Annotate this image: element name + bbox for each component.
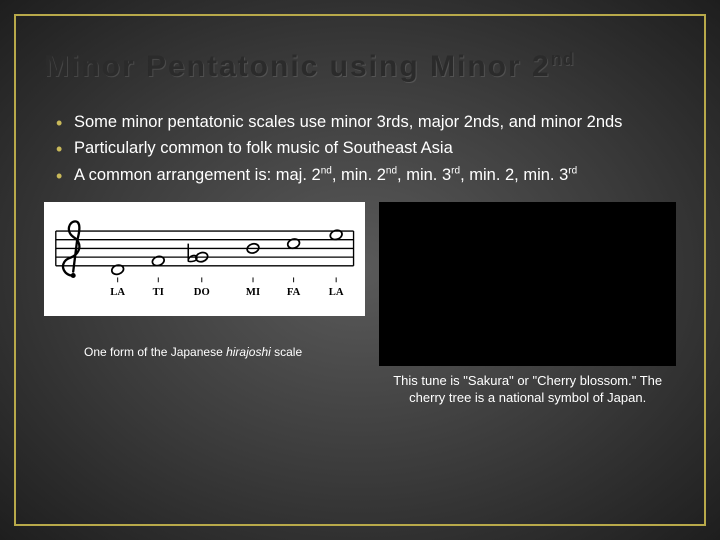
- slide-title: Minor Pentatonic using Minor 2nd: [44, 50, 676, 83]
- svg-text:MI: MI: [246, 287, 260, 298]
- video-placeholder[interactable]: [379, 202, 676, 366]
- title-sup: nd: [551, 49, 575, 69]
- bullet-text: A common arrangement is: maj. 2: [74, 166, 321, 184]
- bullet-item: A common arrangement is: maj. 2nd, min. …: [56, 164, 676, 186]
- bullet-item: Particularly common to folk music of Sou…: [56, 137, 676, 159]
- bullet-text: , min. 2: [332, 166, 386, 184]
- staff-svg: LA TI DO MI FA LA: [50, 210, 359, 312]
- svg-text:DO: DO: [194, 287, 210, 298]
- left-column: LA TI DO MI FA LA One form of the Japanese hi…: [44, 202, 365, 360]
- bullet-text: Some minor pentatonic scales use minor 3…: [74, 113, 622, 131]
- caption-text: One form of the Japanese: [84, 345, 226, 359]
- caption-text: scale: [271, 345, 302, 359]
- staff-caption: One form of the Japanese hirajoshi scale: [44, 344, 365, 360]
- bullet-sup: nd: [321, 165, 332, 176]
- right-column: This tune is "Sakura" or "Cherry blossom…: [379, 202, 676, 407]
- slide: Minor Pentatonic using Minor 2nd Some mi…: [0, 0, 720, 540]
- bullet-text: Particularly common to folk music of Sou…: [74, 139, 453, 157]
- bullet-sup: rd: [568, 165, 577, 176]
- bullet-text: , min. 3: [397, 166, 451, 184]
- bullet-text: , min. 2, min. 3: [460, 166, 568, 184]
- video-caption: This tune is "Sakura" or "Cherry blossom…: [379, 372, 676, 407]
- bullet-item: Some minor pentatonic scales use minor 3…: [56, 111, 676, 133]
- bullet-list: Some minor pentatonic scales use minor 3…: [44, 111, 676, 186]
- svg-text:TI: TI: [153, 287, 164, 298]
- content-row: LA TI DO MI FA LA One form of the Japanese hi…: [44, 202, 676, 407]
- svg-text:LA: LA: [329, 287, 344, 298]
- svg-text:LA: LA: [110, 287, 125, 298]
- bullet-sup: nd: [386, 165, 397, 176]
- title-text: Minor Pentatonic using Minor 2: [44, 50, 551, 83]
- caption-em: hirajoshi: [226, 345, 271, 359]
- bullet-sup: rd: [451, 165, 460, 176]
- svg-text:FA: FA: [287, 287, 301, 298]
- music-staff: LA TI DO MI FA LA: [44, 202, 365, 316]
- slide-frame: Minor Pentatonic using Minor 2nd Some mi…: [14, 14, 706, 526]
